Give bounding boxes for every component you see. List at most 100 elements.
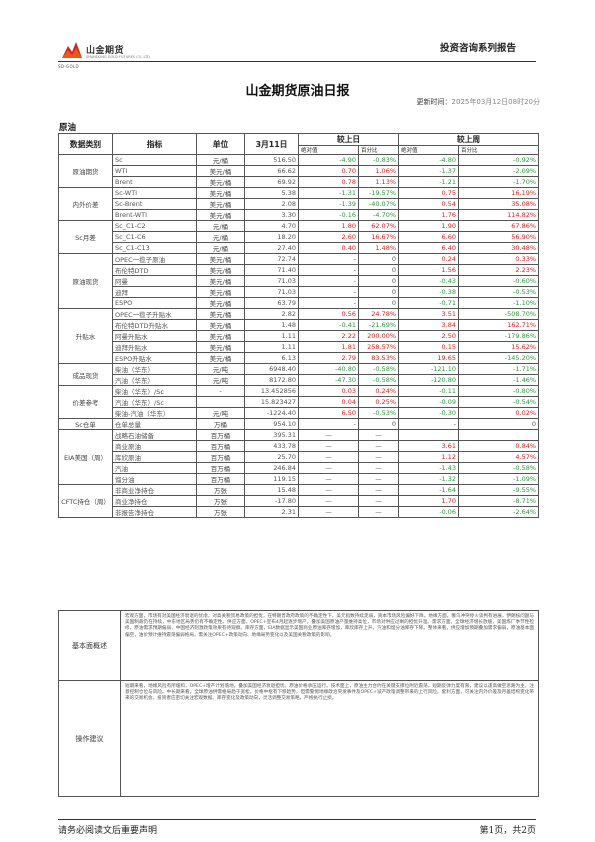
- update-time: 更新时间：2025年03月12日08时20分: [370, 97, 540, 107]
- unit-cell: 万张: [196, 484, 245, 496]
- category-cell: 成品现货: [58, 363, 113, 386]
- unit-cell: 美元/桶: [196, 352, 245, 364]
- indicator-cell: 柴油（华东）: [112, 363, 197, 375]
- data-table: 数据类别 指标 单位 3月11日 较上日 较上周 绝对值 百分比 绝对值 百分比…: [58, 133, 540, 518]
- table-row: Brent-WTI 美元/桶 3.30 -0.16 -4.70% 1.76 114.82%: [59, 209, 540, 221]
- header-date: 3月11日: [244, 133, 299, 155]
- value-cell: 3.30: [244, 209, 299, 221]
- day-pct-cell: -21.69%: [357, 319, 400, 331]
- week-pct-cell: 0.84%: [458, 440, 540, 452]
- indicator-cell: 非商业净持仓: [112, 484, 197, 496]
- subheader-pct: 百分比: [357, 145, 400, 155]
- table-row: CFTC持仓（周） 非商业净持仓 万张 15.48— — -1.64 -9.55%: [58, 484, 540, 518]
- week-abs-cell: -0.09: [398, 396, 460, 408]
- value-cell: 246.84: [244, 462, 299, 474]
- value-cell: 8172.80: [244, 374, 299, 386]
- week-abs-cell: -1.37: [398, 165, 460, 177]
- day-pct-cell: 0: [357, 253, 400, 265]
- indicator-cell: Sc_C1-C6: [112, 231, 197, 243]
- day-abs-cell: -0.16: [298, 209, 359, 221]
- week-abs-cell: 2.50: [398, 330, 460, 342]
- week-abs-cell: -1.64: [398, 484, 460, 496]
- value-cell: 954.10: [244, 418, 299, 430]
- category-cell: 原油期货: [58, 154, 113, 188]
- day-pct-cell: 258.57%: [357, 341, 400, 353]
- unit-cell: 百万桶: [196, 429, 245, 441]
- week-abs-cell: -0.11: [398, 385, 460, 397]
- category-cell: Sc月差: [58, 220, 113, 254]
- table-row: 迪拜升贴水 美元/桶 1.11 1.81 258.57% 0.15 15.62%: [59, 341, 540, 353]
- table-row: 升贴水 OPEC一揽子升贴水 美元/桶 2.82 0.56 24.78% 3.51 -508.…: [58, 308, 540, 364]
- table-row: EIA美国（周） 战略石油储备 百万桶 395.31— —: [58, 429, 540, 485]
- indicator-cell: 汽油（华东）: [112, 374, 197, 386]
- header-vs-week: 较上周: [398, 133, 540, 146]
- text-blocks: 基本面概述 宏观方面，市场有对美国经济衰退的忧虑，对高关税贸易政策的担忧，在特朗…: [58, 610, 539, 797]
- day-pct-cell: -4.70%: [357, 209, 400, 221]
- table-row: 非报告净持仓 万张 2.31— — -0.06 -2.64%: [59, 506, 540, 518]
- week-pct-cell: -0.60%: [458, 275, 540, 287]
- day-pct-cell: 0: [357, 286, 400, 298]
- day-abs-cell: 0.40: [298, 242, 359, 254]
- header-category: 数据类别: [58, 133, 113, 155]
- week-abs-cell: -120.80: [398, 374, 460, 386]
- day-pct-cell: 16.67%: [357, 231, 400, 243]
- indicator-cell: Sc_C1-C2: [112, 220, 197, 232]
- day-pct-cell: —: [357, 484, 400, 496]
- week-abs-cell: 0.15: [398, 341, 460, 353]
- indicator-cell: 非报告净持仓: [112, 506, 197, 518]
- value-cell: 4.70: [244, 220, 299, 232]
- indicator-cell: 商业净持仓: [112, 495, 197, 507]
- day-pct-cell: -40.07%: [357, 198, 400, 210]
- day-abs-cell: —: [298, 495, 359, 507]
- page-title: 山金期货原油日报: [245, 84, 350, 99]
- value-cell: 69.92: [244, 176, 299, 188]
- day-abs-cell: 6.50: [298, 407, 359, 419]
- day-abs-cell: 2.60: [298, 231, 359, 243]
- week-pct-cell: 67.86%: [458, 220, 540, 232]
- value-cell: 18.20: [244, 231, 299, 243]
- footer-disclaimer: 请务必阅读文后重要声明: [58, 826, 158, 836]
- table-row: Brent 美元/桶 69.92 0.78 1.13% -1.21 -1.70%: [59, 176, 540, 188]
- value-cell: 1.11: [244, 330, 299, 342]
- company-logo-icon: [62, 42, 82, 58]
- indicator-cell: OPEC一揽子原油: [112, 253, 197, 265]
- day-pct-cell: 1.06%: [357, 165, 400, 177]
- week-pct-cell: 56.90%: [458, 231, 540, 243]
- indicator-cell: 布伦特DTD升贴水: [112, 319, 197, 331]
- table-row: ESPO 美元/桶 63.79-0 -0.71 -1.10%: [59, 297, 540, 309]
- indicator-cell: WTI: [112, 165, 197, 177]
- week-abs-cell: -1.21: [398, 176, 460, 188]
- indicator-cell: Sc-WTI: [112, 187, 197, 199]
- unit-cell: 元/桶: [196, 220, 245, 232]
- day-abs-cell: -: [298, 253, 359, 265]
- week-pct-cell: -1.46%: [458, 374, 540, 386]
- day-pct-cell: 0.24%: [357, 385, 400, 397]
- day-abs-cell: 0.56: [298, 308, 359, 320]
- table-row: 商业原油 百万桶 433.78— —3.61 0.84%: [59, 440, 540, 452]
- footer-page-number: 第1页，共2页: [479, 826, 536, 836]
- day-abs-cell: -0.41: [298, 319, 359, 331]
- week-pct-cell: -1.10%: [458, 297, 540, 309]
- unit-cell: 美元/桶: [196, 319, 245, 331]
- header-vs-day: 较上日: [297, 133, 400, 146]
- table-row: 原油期货 Sc 元/桶 516.50 -4.90 -0.83% -4.80 -0.92%: [58, 154, 540, 188]
- value-cell: 2.82: [244, 308, 299, 320]
- week-abs-cell: 1.76: [398, 209, 460, 221]
- day-abs-cell: 0.78: [298, 176, 359, 188]
- unit-cell: 美元/桶: [196, 275, 245, 287]
- week-abs-cell: 1.56: [398, 264, 460, 276]
- unit-cell: 元/吨: [196, 374, 245, 386]
- value-cell: 2.31: [244, 506, 299, 518]
- week-pct-cell: 114.82%: [458, 209, 540, 221]
- table-row: Sc_C1-C6 元/桶 18.20 2.60 16.67% 6.60 56.90%: [59, 231, 540, 243]
- value-cell: 516.50: [244, 154, 299, 166]
- day-pct-cell: -0.83%: [357, 154, 400, 166]
- unit-cell: 美元/桶: [196, 297, 245, 309]
- advice-label: 操作建议: [58, 680, 121, 797]
- week-pct-cell: -0.58%: [458, 462, 540, 474]
- indicator-cell: 柴油-汽油（华东）: [112, 407, 197, 419]
- day-pct-cell: 0.25%: [357, 396, 400, 408]
- week-abs-cell: -0.43: [398, 275, 460, 287]
- table-row: ESPO升贴水 美元/桶 6.13 2.79 83.53% 19.65 -145.20%: [59, 352, 540, 364]
- unit-cell: 美元/桶: [196, 330, 245, 342]
